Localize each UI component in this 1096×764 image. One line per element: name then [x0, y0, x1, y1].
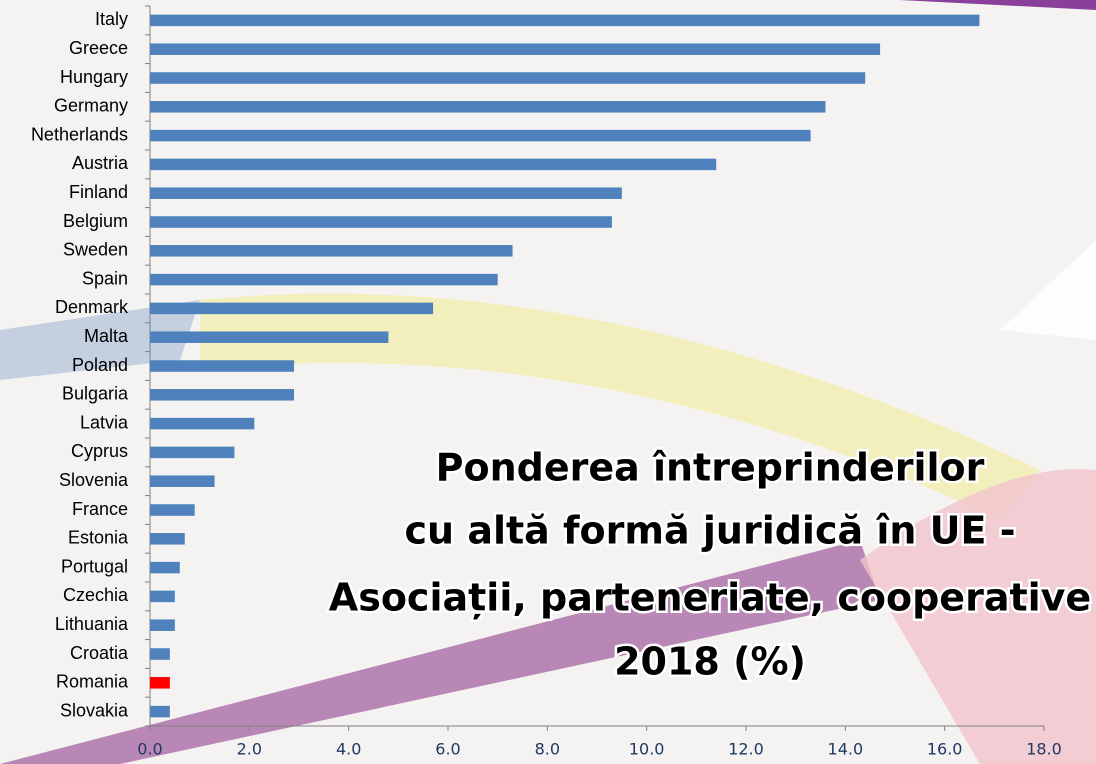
- y-tick-label: Austria: [72, 153, 129, 173]
- x-tick-label: 6.0: [435, 740, 460, 759]
- y-tick-label: Portugal: [61, 556, 128, 576]
- x-tick-label: 8.0: [535, 740, 560, 759]
- decor-top: [900, 0, 1096, 10]
- y-tick-label: Finland: [69, 182, 128, 202]
- bar: [150, 158, 717, 171]
- x-tick-label: 0.0: [137, 740, 162, 759]
- y-tick-label: Lithuania: [55, 614, 129, 634]
- title-line: 2018 (%): [614, 640, 806, 684]
- x-tick-label: 16.0: [927, 740, 963, 759]
- title-line: cu altă formă juridică în UE -: [405, 509, 1016, 553]
- x-tick-label: 10.0: [629, 740, 665, 759]
- y-tick-label: Slovenia: [59, 470, 129, 490]
- bar: [150, 475, 215, 487]
- bar: [150, 129, 811, 142]
- x-tick-label: 14.0: [828, 740, 864, 759]
- y-tick-label: Germany: [54, 96, 128, 116]
- y-tick-label: Netherlands: [31, 124, 128, 144]
- title: Ponderea întreprinderilor cu altă formă …: [326, 443, 1093, 686]
- bar: [150, 417, 255, 430]
- bar: [150, 504, 195, 516]
- decor-yellow: [200, 293, 1040, 520]
- decor-pink: [860, 469, 1096, 764]
- y-tick-label: Spain: [82, 268, 128, 288]
- bar: [150, 101, 826, 113]
- bar: [150, 561, 180, 574]
- bar: [150, 360, 295, 372]
- bar: [150, 705, 170, 718]
- bar: [150, 533, 185, 545]
- bar: [150, 590, 175, 603]
- decor-purple: [0, 540, 880, 764]
- bar: [150, 677, 170, 689]
- bar: [150, 273, 498, 286]
- bar: [150, 302, 434, 315]
- bar: [150, 331, 389, 343]
- title-line: Ponderea întreprinderilor: [436, 446, 985, 490]
- bar: [150, 14, 980, 27]
- y-tick-label: France: [72, 499, 128, 519]
- bar: [150, 619, 175, 631]
- y-tick-label: Czechia: [63, 585, 129, 605]
- y-tick-label: Slovakia: [60, 700, 129, 720]
- y-tick-label: Latvia: [80, 412, 129, 432]
- bar: [150, 43, 881, 55]
- plot: 0.0 2.0 4.0 6.0 8.0 10.0 12.0 14.0 16.0 18.0 Italy…: [31, 5, 1062, 759]
- bar: [150, 389, 295, 401]
- bar: [150, 648, 170, 660]
- y-tick-label: Romania: [56, 672, 129, 692]
- x-tick-label: 4.0: [336, 740, 361, 759]
- title-line: Asociații, parteneriate, cooperative: [329, 576, 1091, 620]
- bar: [150, 216, 612, 228]
- y-tick-label: Sweden: [63, 240, 128, 260]
- y-tick-label: Greece: [69, 38, 128, 58]
- bar: [150, 187, 622, 199]
- y-tick-label: Poland: [72, 355, 128, 375]
- x-tick-label: 12.0: [728, 740, 764, 759]
- y-tick-label: Estonia: [68, 528, 129, 548]
- decor-white: [1000, 240, 1096, 340]
- x-tick-label: 2.0: [237, 740, 262, 759]
- bar: [150, 245, 513, 257]
- x-tick-label: 18.0: [1026, 740, 1062, 759]
- y-tick-label: Italy: [95, 9, 128, 29]
- y-tick-label: Denmark: [55, 297, 129, 317]
- y-tick-label: Belgium: [63, 211, 128, 231]
- y-tick-label: Bulgaria: [62, 384, 129, 404]
- y-tick-label: Cyprus: [71, 441, 128, 461]
- y-tick-label: Malta: [84, 326, 129, 346]
- y-tick-label: Hungary: [60, 67, 128, 87]
- bar: [150, 72, 866, 84]
- bar: [150, 446, 235, 459]
- y-tick-label: Croatia: [70, 643, 129, 663]
